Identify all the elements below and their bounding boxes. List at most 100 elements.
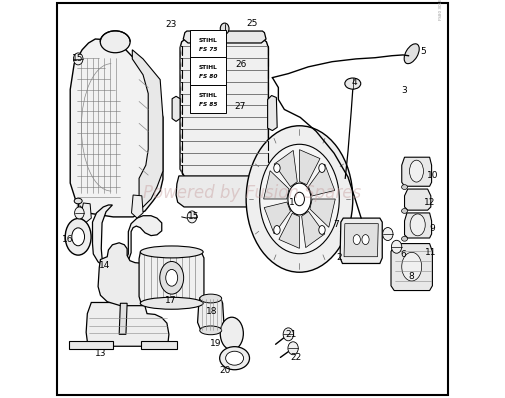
- Text: 25: 25: [246, 19, 258, 27]
- Text: 14: 14: [99, 261, 110, 270]
- Polygon shape: [309, 164, 335, 196]
- Text: STIHL: STIHL: [198, 93, 217, 98]
- Text: STIHL: STIHL: [198, 65, 217, 70]
- FancyBboxPatch shape: [190, 84, 226, 113]
- Text: FS 80: FS 80: [198, 74, 217, 79]
- Ellipse shape: [402, 252, 422, 281]
- Polygon shape: [70, 39, 163, 217]
- Text: 20: 20: [219, 366, 230, 375]
- Ellipse shape: [220, 347, 249, 370]
- Polygon shape: [279, 213, 299, 248]
- Text: 4: 4: [351, 78, 357, 87]
- Polygon shape: [132, 50, 163, 209]
- Ellipse shape: [362, 234, 369, 244]
- Text: 7: 7: [333, 220, 339, 229]
- Text: 23: 23: [165, 20, 177, 29]
- Ellipse shape: [160, 261, 184, 294]
- Ellipse shape: [65, 219, 91, 255]
- Ellipse shape: [73, 53, 83, 65]
- Text: 12: 12: [424, 199, 435, 207]
- Text: 18: 18: [206, 307, 218, 316]
- Text: 22: 22: [291, 353, 302, 362]
- Polygon shape: [131, 195, 143, 218]
- Ellipse shape: [288, 183, 311, 215]
- Ellipse shape: [226, 351, 243, 365]
- Ellipse shape: [410, 160, 423, 182]
- Ellipse shape: [283, 328, 293, 341]
- Polygon shape: [69, 341, 113, 349]
- FancyBboxPatch shape: [190, 57, 226, 85]
- Text: 2: 2: [336, 254, 342, 262]
- Polygon shape: [197, 298, 224, 331]
- Text: 13: 13: [95, 349, 106, 358]
- Text: 16: 16: [62, 235, 73, 244]
- Ellipse shape: [274, 164, 280, 172]
- Text: 3: 3: [401, 86, 407, 95]
- Polygon shape: [176, 176, 272, 207]
- Ellipse shape: [274, 226, 280, 234]
- Polygon shape: [340, 218, 382, 263]
- Text: 17: 17: [165, 296, 177, 305]
- Polygon shape: [310, 199, 335, 227]
- Ellipse shape: [401, 185, 408, 189]
- FancyBboxPatch shape: [57, 3, 448, 395]
- Polygon shape: [180, 38, 269, 181]
- Ellipse shape: [140, 246, 203, 258]
- Text: FS 75: FS 75: [198, 47, 217, 52]
- Polygon shape: [402, 157, 432, 186]
- Ellipse shape: [260, 144, 339, 254]
- Text: 6: 6: [401, 250, 407, 259]
- Ellipse shape: [294, 192, 305, 206]
- Text: 8: 8: [409, 272, 415, 281]
- Ellipse shape: [345, 78, 361, 89]
- Text: 21: 21: [286, 330, 297, 339]
- Polygon shape: [268, 96, 277, 131]
- FancyBboxPatch shape: [190, 30, 226, 58]
- Polygon shape: [405, 213, 432, 238]
- Ellipse shape: [72, 228, 84, 246]
- Polygon shape: [183, 31, 266, 43]
- Polygon shape: [86, 302, 169, 346]
- Ellipse shape: [75, 207, 84, 219]
- Ellipse shape: [140, 297, 203, 309]
- Text: 27: 27: [234, 102, 245, 111]
- Text: 9: 9: [430, 224, 435, 233]
- Polygon shape: [344, 224, 378, 257]
- Text: Powered by Fusion Spares: Powered by Fusion Spares: [143, 184, 362, 202]
- Ellipse shape: [246, 126, 353, 272]
- Ellipse shape: [166, 269, 178, 286]
- Ellipse shape: [353, 234, 361, 244]
- Ellipse shape: [401, 236, 408, 241]
- Polygon shape: [301, 211, 325, 248]
- Ellipse shape: [383, 228, 393, 240]
- Polygon shape: [405, 189, 431, 210]
- Polygon shape: [119, 303, 127, 334]
- Ellipse shape: [410, 214, 425, 236]
- Polygon shape: [98, 243, 162, 306]
- Ellipse shape: [391, 240, 402, 253]
- Text: 11: 11: [425, 248, 436, 257]
- Text: 26: 26: [235, 60, 246, 69]
- Ellipse shape: [220, 23, 229, 34]
- Ellipse shape: [288, 342, 298, 355]
- Ellipse shape: [319, 164, 325, 172]
- Polygon shape: [391, 244, 432, 291]
- Polygon shape: [264, 171, 289, 199]
- Text: FS 85: FS 85: [198, 102, 217, 107]
- Text: 10: 10: [427, 171, 438, 179]
- Ellipse shape: [100, 31, 130, 53]
- Text: FS80 30LE1S8: FS80 30LE1S8: [439, 0, 443, 20]
- Text: 5: 5: [421, 47, 427, 56]
- Ellipse shape: [404, 44, 419, 64]
- Ellipse shape: [200, 294, 222, 303]
- Text: 15: 15: [72, 55, 84, 63]
- Text: 19: 19: [210, 339, 222, 347]
- Polygon shape: [141, 341, 177, 349]
- Polygon shape: [81, 203, 91, 223]
- Polygon shape: [264, 202, 290, 234]
- Text: STIHL: STIHL: [198, 38, 217, 43]
- Ellipse shape: [401, 209, 408, 213]
- Text: 1: 1: [289, 199, 294, 207]
- Polygon shape: [92, 205, 162, 270]
- Ellipse shape: [187, 211, 197, 223]
